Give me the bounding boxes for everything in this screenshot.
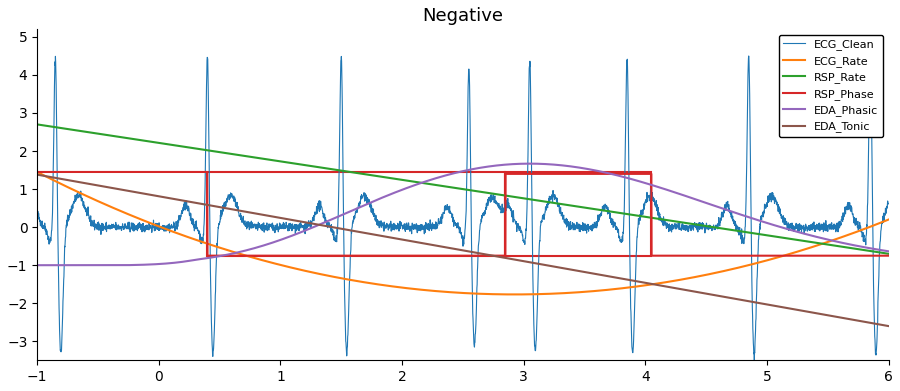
ECG_Clean	[749, 358, 760, 362]
ECG_Clean	[572, 225, 583, 230]
RSP_Phase	[573, 172, 584, 176]
EDA_Phasic	[32, 263, 42, 267]
RSP_Rate	[210, 149, 220, 154]
RSP_Rate	[572, 204, 583, 209]
RSP_Rate	[537, 199, 548, 204]
EDA_Phasic	[525, 161, 535, 166]
Line: RSP_Phase: RSP_Phase	[37, 172, 888, 256]
ECG_Rate	[509, 292, 520, 297]
Title: Negative: Negative	[422, 7, 503, 25]
ECG_Rate	[32, 170, 42, 174]
EDA_Tonic	[817, 312, 828, 317]
Line: RSP_Rate: RSP_Rate	[37, 124, 888, 254]
RSP_Phase	[817, 253, 828, 258]
ECG_Clean	[537, 215, 548, 220]
RSP_Rate	[339, 169, 350, 174]
Line: ECG_Clean: ECG_Clean	[37, 56, 888, 360]
EDA_Phasic	[537, 161, 548, 166]
Line: EDA_Tonic: EDA_Tonic	[37, 175, 888, 326]
RSP_Rate	[32, 122, 42, 127]
Line: ECG_Rate: ECG_Rate	[37, 172, 888, 294]
ECG_Clean	[743, 54, 754, 58]
EDA_Tonic	[339, 227, 350, 232]
RSP_Phase	[883, 253, 894, 258]
EDA_Tonic	[572, 269, 583, 273]
ECG_Clean	[210, 311, 220, 316]
ECG_Clean	[32, 209, 42, 214]
RSP_Rate	[434, 183, 445, 188]
EDA_Tonic	[434, 244, 445, 248]
EDA_Phasic	[883, 249, 894, 254]
EDA_Tonic	[537, 262, 548, 267]
EDA_Tonic	[210, 204, 220, 208]
Bar	[506, 172, 652, 256]
RSP_Phase	[202, 253, 213, 258]
ECG_Clean	[339, 314, 350, 319]
RSP_Rate	[883, 251, 894, 256]
ECG_Rate	[883, 217, 894, 222]
Line: EDA_Phasic: EDA_Phasic	[37, 164, 888, 265]
EDA_Tonic	[883, 324, 894, 328]
EDA_Phasic	[817, 236, 828, 241]
ECG_Rate	[537, 292, 548, 296]
ECG_Rate	[434, 289, 445, 294]
Bar	[208, 172, 506, 256]
RSP_Phase	[32, 170, 42, 174]
ECG_Clean	[434, 221, 445, 226]
Legend: ECG_Clean, ECG_Rate, RSP_Rate, RSP_Phase, EDA_Phasic, EDA_Tonic: ECG_Clean, ECG_Rate, RSP_Rate, RSP_Phase…	[778, 35, 883, 137]
RSP_Phase	[210, 253, 220, 258]
EDA_Phasic	[339, 211, 350, 216]
EDA_Phasic	[573, 165, 584, 170]
EDA_Tonic	[32, 172, 42, 177]
EDA_Phasic	[434, 175, 445, 180]
RSP_Rate	[817, 241, 828, 246]
RSP_Phase	[340, 253, 351, 258]
ECG_Rate	[339, 276, 350, 281]
ECG_Clean	[818, 226, 829, 230]
ECG_Clean	[883, 201, 894, 206]
RSP_Phase	[537, 172, 548, 176]
RSP_Phase	[434, 253, 445, 258]
ECG_Rate	[817, 241, 828, 246]
ECG_Rate	[573, 290, 584, 295]
ECG_Rate	[210, 244, 220, 248]
EDA_Phasic	[210, 255, 220, 259]
